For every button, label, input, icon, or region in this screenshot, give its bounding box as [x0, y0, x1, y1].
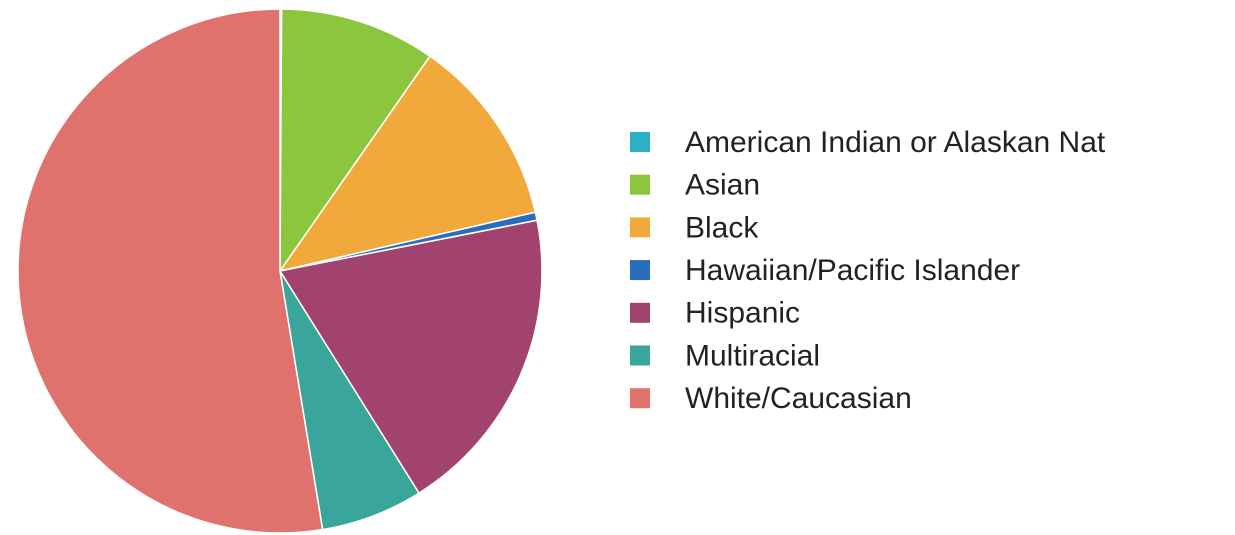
legend-swatch [630, 217, 650, 238]
pie-slice [278, 219, 543, 495]
legend-swatch [630, 132, 650, 152]
legend-label: Hispanic [685, 297, 800, 330]
legend-label: Hawaiian/Pacific Islander [685, 254, 1020, 287]
legend-label: Multiracial [685, 339, 820, 372]
legend-swatch [630, 345, 650, 366]
legend-swatch [630, 174, 650, 195]
legend-label: American Indian or Alaskan Nat [685, 126, 1106, 159]
pie-slice [17, 8, 324, 534]
legend-swatch [630, 302, 650, 323]
pie-slice [279, 8, 432, 274]
pie-slice [278, 55, 537, 273]
legend-label: Black [685, 211, 759, 244]
legend-swatch [630, 388, 650, 409]
legend-swatch [630, 260, 650, 281]
legend-label: Asian [685, 169, 760, 202]
legend-label: White/Caucasian [685, 382, 912, 415]
